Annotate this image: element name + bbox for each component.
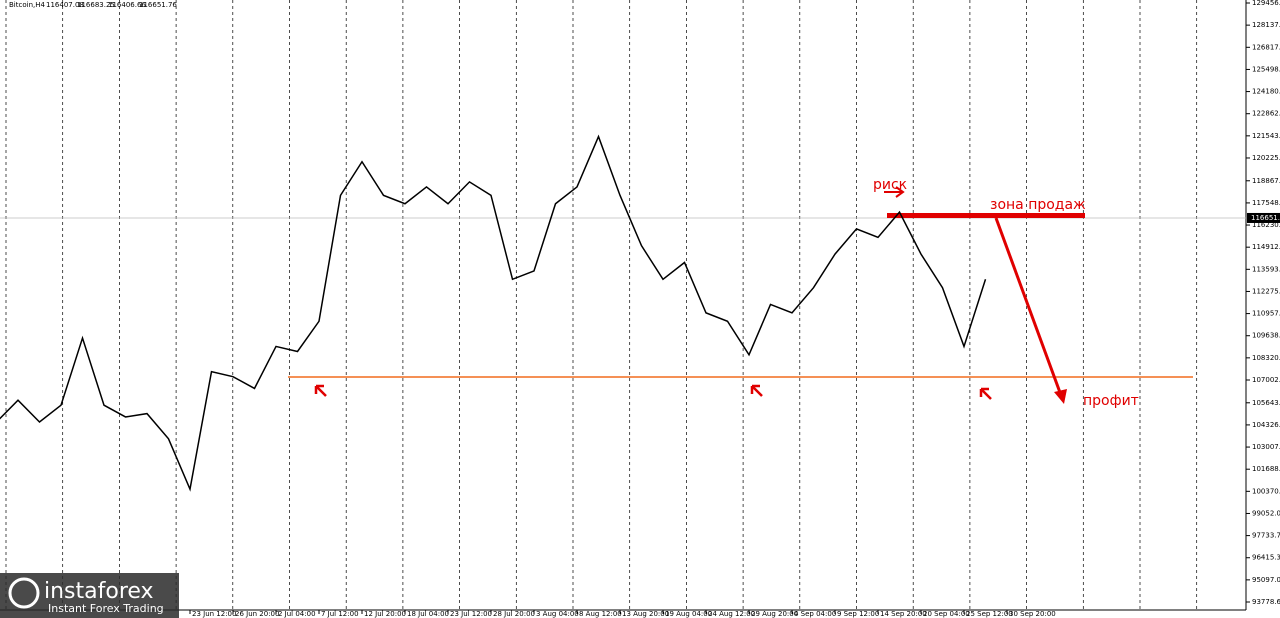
y-tick-label: 108320.45 xyxy=(1252,354,1280,362)
annotation: зона продаж xyxy=(990,197,1086,213)
watermark-tagline: Instant Forex Trading xyxy=(48,602,164,615)
symbol: Bitcoin,H4 xyxy=(9,1,45,9)
x-tick-label: 23 Jul 12:00 xyxy=(450,610,492,618)
x-tick-label: 29 Aug 20:00 xyxy=(751,610,798,618)
y-tick-label: 122862.25 xyxy=(1252,110,1280,118)
y-tick-label: 116230.55 xyxy=(1252,221,1280,229)
y-tick-label: 101688.75 xyxy=(1252,465,1280,473)
x-tick-label: 26 Jun 20:00 xyxy=(235,610,279,618)
touch-arrow xyxy=(314,384,327,397)
x-tick-label: 18 Jul 04:00 xyxy=(407,610,449,618)
touch-arrow xyxy=(979,387,992,400)
y-tick-label: 93778.65 xyxy=(1252,598,1280,606)
y-tick-label: 113593.85 xyxy=(1252,265,1280,273)
current-price-box xyxy=(1247,212,1280,223)
header: Bitcoin,H4 116407.08116683.25116406.6611… xyxy=(9,1,177,9)
x-tick-label: 7 Jul 12:00 xyxy=(321,610,359,618)
y-tick-label: 121543.90 xyxy=(1252,132,1280,140)
profit-arrow xyxy=(994,217,1064,399)
x-tick-label: 25 Sep 12:00 xyxy=(966,610,1013,618)
risk-arrow xyxy=(884,186,905,198)
x-tick-label: 2 Jul 04:00 xyxy=(278,610,316,618)
y-tick-label: 118867.25 xyxy=(1252,177,1280,185)
ohlc-value: 116406.66 xyxy=(108,1,146,9)
y-tick-label: 103007.10 xyxy=(1252,443,1280,451)
x-tick-label: 13 Aug 20:00 xyxy=(622,610,669,618)
y-tick-label: 112275.50 xyxy=(1252,287,1280,295)
y-tick-label: 124180.60 xyxy=(1252,88,1280,96)
y-tick-label: 97733.70 xyxy=(1252,532,1280,540)
x-tick-label: 12 Jul 20:00 xyxy=(364,610,406,618)
y-tick-label: 110957.15 xyxy=(1252,310,1280,318)
x-tick-label: 4 Sep 04:00 xyxy=(794,610,836,618)
arrow-head xyxy=(1054,389,1067,404)
touch-arrow xyxy=(750,384,763,397)
x-tick-label: 8 Aug 12:00 xyxy=(579,610,622,618)
price-axis-panel xyxy=(1246,0,1280,618)
watermark-logo xyxy=(8,577,40,609)
y-tick-label: 99052.05 xyxy=(1252,509,1280,517)
annotation: профит xyxy=(1083,393,1139,409)
x-tick-label: 28 Jul 20:00 xyxy=(493,610,535,618)
price-line xyxy=(0,134,987,492)
y-tick-label: 114912.20 xyxy=(1252,243,1280,251)
y-tick-label: 109638.80 xyxy=(1252,332,1280,340)
ohlc-value: 116407.08 xyxy=(46,1,84,9)
y-tick-label: 120225.55 xyxy=(1252,154,1280,162)
x-tick-label: 23 Jun 12:00 xyxy=(192,610,236,618)
y-tick-label: 128137.65 xyxy=(1252,21,1280,29)
x-tick-label: 9 Sep 12:00 xyxy=(837,610,879,618)
current-price-label: 116651.76 xyxy=(1251,214,1280,222)
y-tick-label: 105643.80 xyxy=(1252,399,1280,407)
ohlc-value: 116651.76 xyxy=(139,1,177,9)
watermark: instaforex Instant Forex Trading xyxy=(0,573,179,618)
y-tick-label: 126817.30 xyxy=(1252,43,1280,51)
watermark-brand: instaforex xyxy=(44,579,154,604)
x-tick-label: 19 Aug 04:00 xyxy=(665,610,712,618)
y-tick-label: 125498.95 xyxy=(1252,65,1280,73)
y-tick-label: 107002.10 xyxy=(1252,376,1280,384)
x-tick-label: 20 Sep 04:00 xyxy=(923,610,970,618)
x-tick-label: 14 Sep 20:00 xyxy=(880,610,927,618)
y-tick-label: 117548.90 xyxy=(1252,199,1280,207)
y-tick-label: 100370.40 xyxy=(1252,487,1280,495)
x-tick-label: 3 Aug 04:00 xyxy=(536,610,579,618)
y-tick-label: 96415.35 xyxy=(1252,554,1280,562)
y-tick-label: 104326.45 xyxy=(1252,421,1280,429)
ohlc-value: 116683.25 xyxy=(77,1,115,9)
y-tick-label: 129456.00 xyxy=(1252,0,1280,7)
y-tick-label: 95097.00 xyxy=(1252,576,1280,584)
x-tick-label: 24 Aug 12:00 xyxy=(708,610,755,618)
x-tick-label: 30 Sep 20:00 xyxy=(1009,610,1056,618)
